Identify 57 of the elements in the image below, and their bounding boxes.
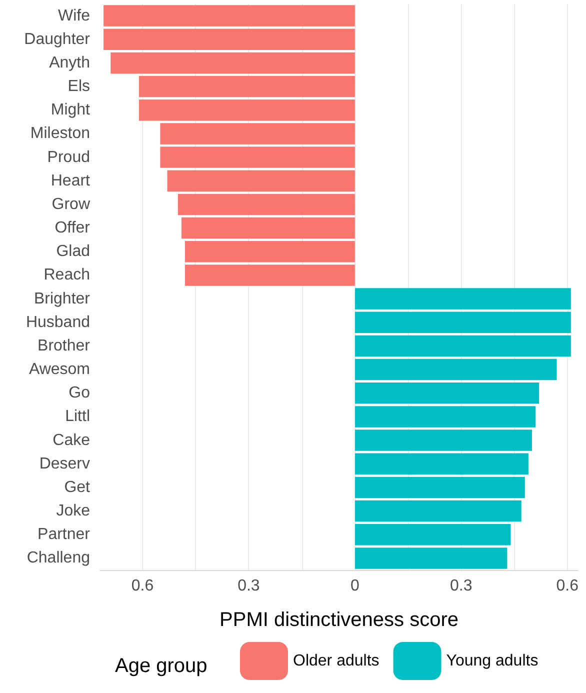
y-tick-label: Littl [65,408,90,426]
y-tick-label: Els [68,78,90,96]
y-tick-label: Deserv [39,455,90,472]
bar [354,406,536,428]
y-tick-label: Mileston [30,125,90,142]
x-tick-label: 0.6 [131,578,154,594]
bar [181,217,355,239]
y-tick-label: Cake [52,432,90,449]
y-tick-label: Reach [44,266,90,284]
y-tick-label: Offer [54,220,91,237]
bar [178,194,355,216]
y-tick-label: Brighter [34,290,91,308]
x-axis-title: PPMI distinctiveness score [220,609,458,631]
bar [354,500,522,522]
bar [104,5,355,26]
y-tick-label: Grow [52,196,90,213]
bar [184,241,355,262]
bar [354,312,571,333]
bar [354,358,557,380]
y-tick-label: Might [50,102,91,119]
y-tick-label: Brother [38,337,91,354]
y-tick-label: Go [68,384,90,402]
y-tick-label: Awesom [28,361,90,378]
bar [354,335,571,357]
y-tick-label: Daughter [24,30,91,48]
y-tick-label: Heart [50,172,91,190]
y-tick-label: Husband [26,314,90,331]
bar [354,524,511,546]
legend-label: Young adults [446,652,538,670]
bar [138,76,355,98]
legend-label: Older adults [293,652,380,670]
bar [160,123,355,144]
bar [354,382,540,404]
bar [354,288,571,310]
bar [138,100,355,121]
y-tick-label: Proud [47,148,90,166]
bar [354,430,532,451]
x-tick-label: 0.3 [238,578,260,594]
x-tick-label: 0.3 [450,578,472,594]
y-tick-label: Get [64,478,91,496]
y-tick-label: Joke [56,502,90,520]
x-tick-label: 0 [350,578,360,594]
bar [354,453,528,474]
legend-title: Age group [115,655,208,677]
bar [167,170,355,192]
bar [354,548,508,569]
bar [104,28,355,50]
x-tick-label: 0.6 [556,578,579,594]
bar [110,52,355,74]
bar [354,476,525,498]
bar [184,264,355,286]
y-tick-label: Partner [38,526,91,544]
y-tick-label: Challeng [26,550,90,567]
y-tick-label: Glad [56,243,90,260]
y-tick-label: Wife [58,7,90,24]
bar [160,146,355,168]
y-tick-label: Anyth [49,54,90,72]
